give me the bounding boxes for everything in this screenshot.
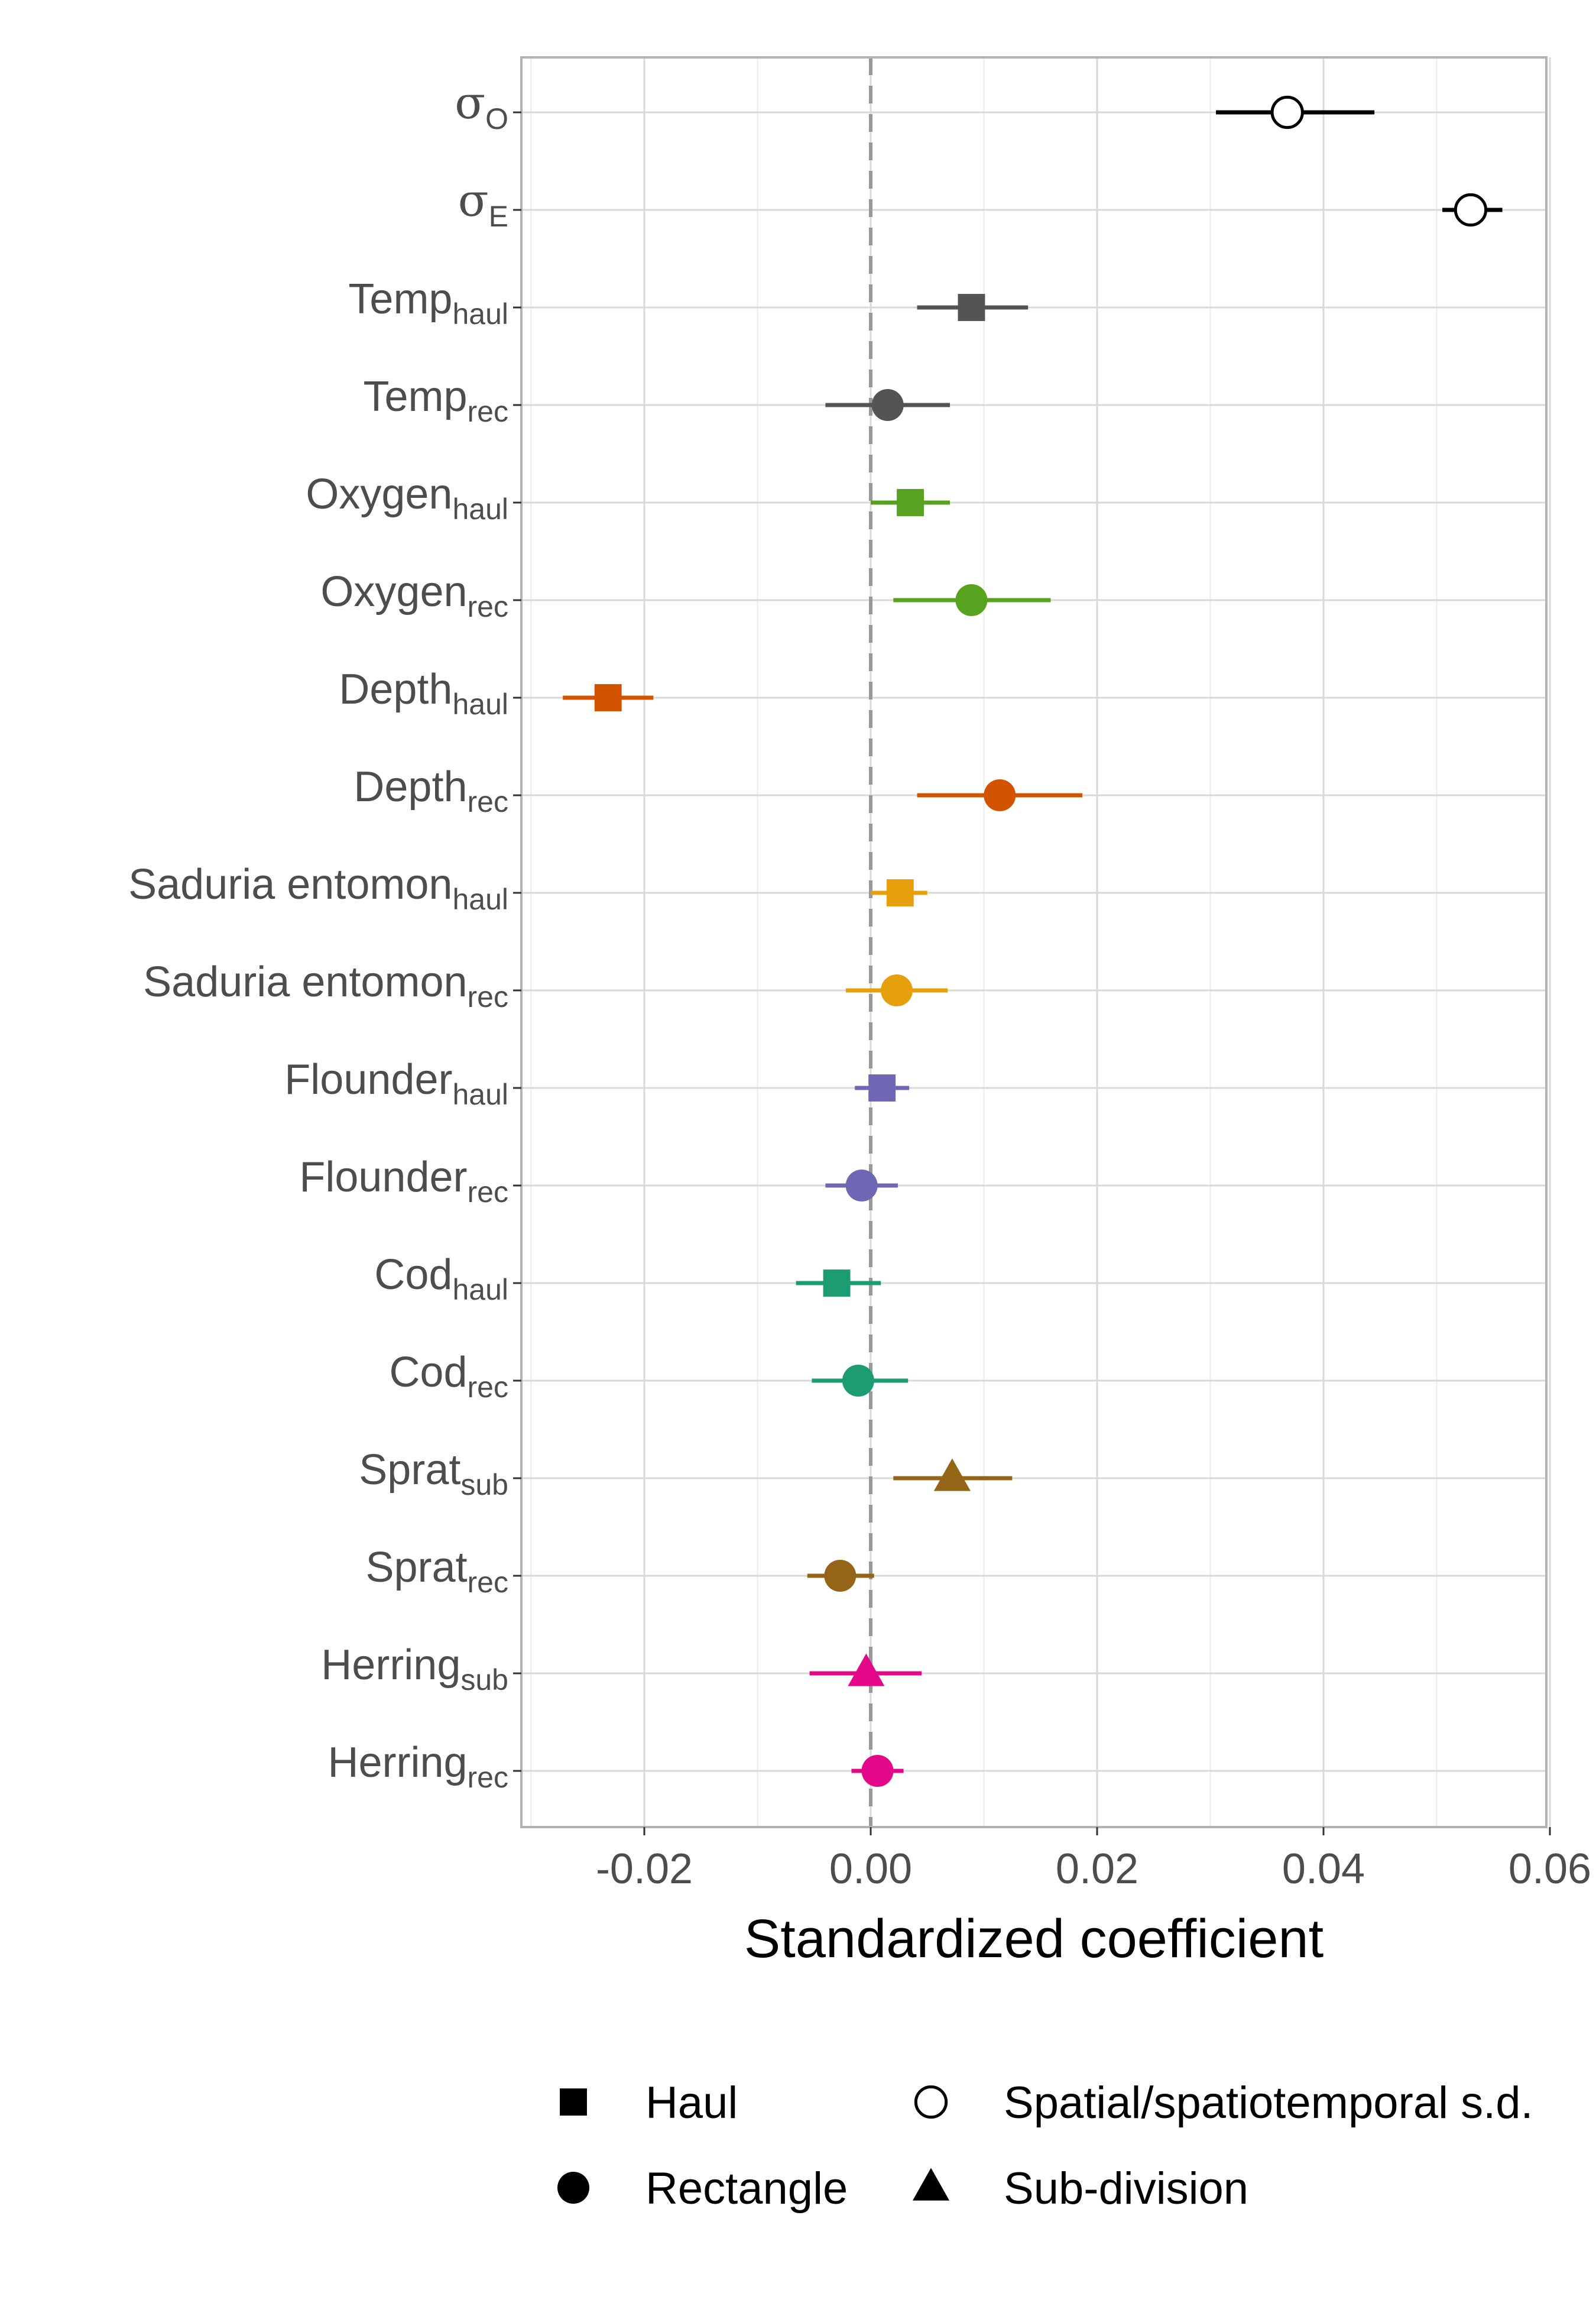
point-estimate — [1270, 95, 1304, 129]
y-tick-label-main: Oxygen — [320, 568, 467, 616]
y-tick-label-main: Oxygen — [306, 471, 452, 518]
y-axis: σOσETemphaulTemprecOxygenhaulOxygenrecDe… — [128, 76, 521, 1794]
point-estimate — [958, 294, 985, 321]
y-tick-label: Flounderrec — [299, 1154, 508, 1209]
y-tick-label-subscript: rec — [468, 1175, 508, 1209]
y-tick-label-main: Flounder — [299, 1154, 467, 1201]
y-tick-label-subscript: haul — [452, 883, 508, 916]
legend-label: Sub-division — [1004, 2164, 1248, 2214]
y-tick-label-main: Herring — [327, 1739, 467, 1786]
y-tick-label-main: Saduria entomon — [128, 861, 452, 908]
y-tick-label-main: Sprat — [359, 1446, 460, 1494]
y-tick-label: Codhaul — [374, 1251, 508, 1306]
point-estimate — [824, 1560, 857, 1592]
y-tick-label: Codrec — [389, 1349, 508, 1404]
point-estimate — [886, 879, 914, 906]
point-estimate — [955, 584, 988, 616]
y-tick-label-main: Depth — [339, 666, 452, 713]
x-tick-label: 0.02 — [1056, 1845, 1138, 1893]
legend-label: Rectangle — [645, 2164, 848, 2214]
point-estimate — [861, 1755, 894, 1787]
point-estimate — [881, 974, 913, 1006]
y-tick-label-subscript: rec — [468, 1761, 508, 1794]
y-tick-label: Flounderhaul — [284, 1056, 508, 1111]
y-tick-label: σE — [458, 174, 508, 233]
y-tick-label: Saduria entomonrec — [143, 958, 508, 1013]
y-tick-label: Oxygenhaul — [306, 471, 508, 526]
legend: Haul Spatial/spatiotemporal s.d. Rectangle… — [557, 2078, 1533, 2214]
x-tick-label: -0.02 — [596, 1845, 693, 1893]
x-tick-label: 0.06 — [1509, 1845, 1591, 1893]
y-tick-label: Depthrec — [353, 763, 508, 818]
y-tick-label-subscript: haul — [452, 1273, 508, 1306]
y-tick-label-subscript: rec — [468, 1566, 508, 1599]
point-estimate — [823, 1269, 851, 1297]
legend-item: Haul — [560, 2078, 738, 2128]
point-estimate — [933, 1458, 971, 1491]
data-marks — [563, 95, 1503, 1787]
y-tick-label-subscript: haul — [452, 493, 508, 526]
point-estimate — [871, 389, 904, 421]
y-tick-label: Saduria entomonhaul — [128, 861, 508, 916]
y-tick-label-subscript: rec — [468, 590, 508, 623]
y-tick-label-main: Flounder — [284, 1056, 452, 1103]
x-axis: -0.02 0.00 0.02 0.04 0.06 — [596, 1827, 1591, 1893]
legend-key — [914, 2085, 948, 2119]
y-tick-label-main: Temp — [348, 276, 452, 323]
point-estimate — [868, 1074, 896, 1102]
legend-item: Rectangle — [557, 2164, 848, 2214]
y-tick-label-subscript: haul — [452, 1078, 508, 1111]
y-tick-label-main: Sprat — [365, 1544, 467, 1591]
x-tick-label: 0.04 — [1282, 1845, 1365, 1893]
y-tick-label: Herringrec — [327, 1739, 508, 1794]
minor-gridlines — [530, 57, 1438, 1827]
y-tick-label: Depthhaul — [339, 666, 508, 721]
legend-key — [912, 2168, 950, 2201]
plot-panel — [521, 57, 1546, 1827]
y-tick-label: Temprec — [363, 373, 508, 428]
point-estimate — [1454, 193, 1488, 227]
point-estimate — [842, 1365, 874, 1397]
y-tick-label-subscript: rec — [468, 1371, 508, 1404]
legend-item: Sub-division — [912, 2164, 1248, 2214]
y-tick-label: σO — [455, 76, 508, 135]
x-axis-title: Standardized coefficient — [744, 1909, 1323, 1969]
y-tick-label-subscript: rec — [468, 395, 508, 428]
y-tick-label-subscript: rec — [468, 980, 508, 1013]
y-tick-label: Spratrec — [365, 1544, 508, 1599]
legend-label: Spatial/spatiotemporal s.d. — [1004, 2078, 1533, 2128]
y-tick-label-subscript: haul — [452, 688, 508, 721]
legend-key — [560, 2088, 587, 2116]
major-gridlines — [521, 57, 1551, 1827]
y-tick-label-main: Cod — [374, 1251, 452, 1298]
y-tick-label-subscript: rec — [468, 785, 508, 818]
point-estimate — [845, 1170, 878, 1201]
y-tick-label-main: Temp — [363, 373, 467, 420]
legend-item: Spatial/spatiotemporal s.d. — [914, 2078, 1533, 2128]
point-estimate — [594, 684, 622, 711]
point-estimate — [984, 779, 1016, 811]
point-estimate — [848, 1653, 885, 1686]
y-tick-label-main: σ — [458, 174, 489, 226]
y-tick-label-subscript: E — [489, 200, 508, 233]
y-tick-label: Herringsub — [321, 1641, 508, 1696]
y-tick-label-subscript: O — [485, 102, 508, 135]
y-tick-label-subscript: haul — [452, 297, 508, 331]
plot-border — [520, 56, 1548, 1828]
y-tick-label-main: Cod — [389, 1349, 467, 1396]
y-tick-label: Temphaul — [348, 276, 508, 331]
point-estimate — [897, 489, 924, 516]
legend-label: Haul — [645, 2078, 738, 2128]
y-tick-label-subscript: sub — [460, 1663, 508, 1696]
y-tick-label-main: Saduria entomon — [143, 958, 467, 1006]
y-tick-label-main: Herring — [321, 1641, 460, 1689]
y-tick-label: Oxygenrec — [320, 568, 508, 623]
y-tick-label-subscript: sub — [460, 1468, 508, 1501]
legend-key — [557, 2172, 589, 2204]
x-tick-label: 0.00 — [829, 1845, 912, 1893]
y-tick-label: Spratsub — [359, 1446, 508, 1501]
y-tick-label-main: σ — [455, 76, 485, 129]
y-tick-label-main: Depth — [353, 763, 467, 811]
